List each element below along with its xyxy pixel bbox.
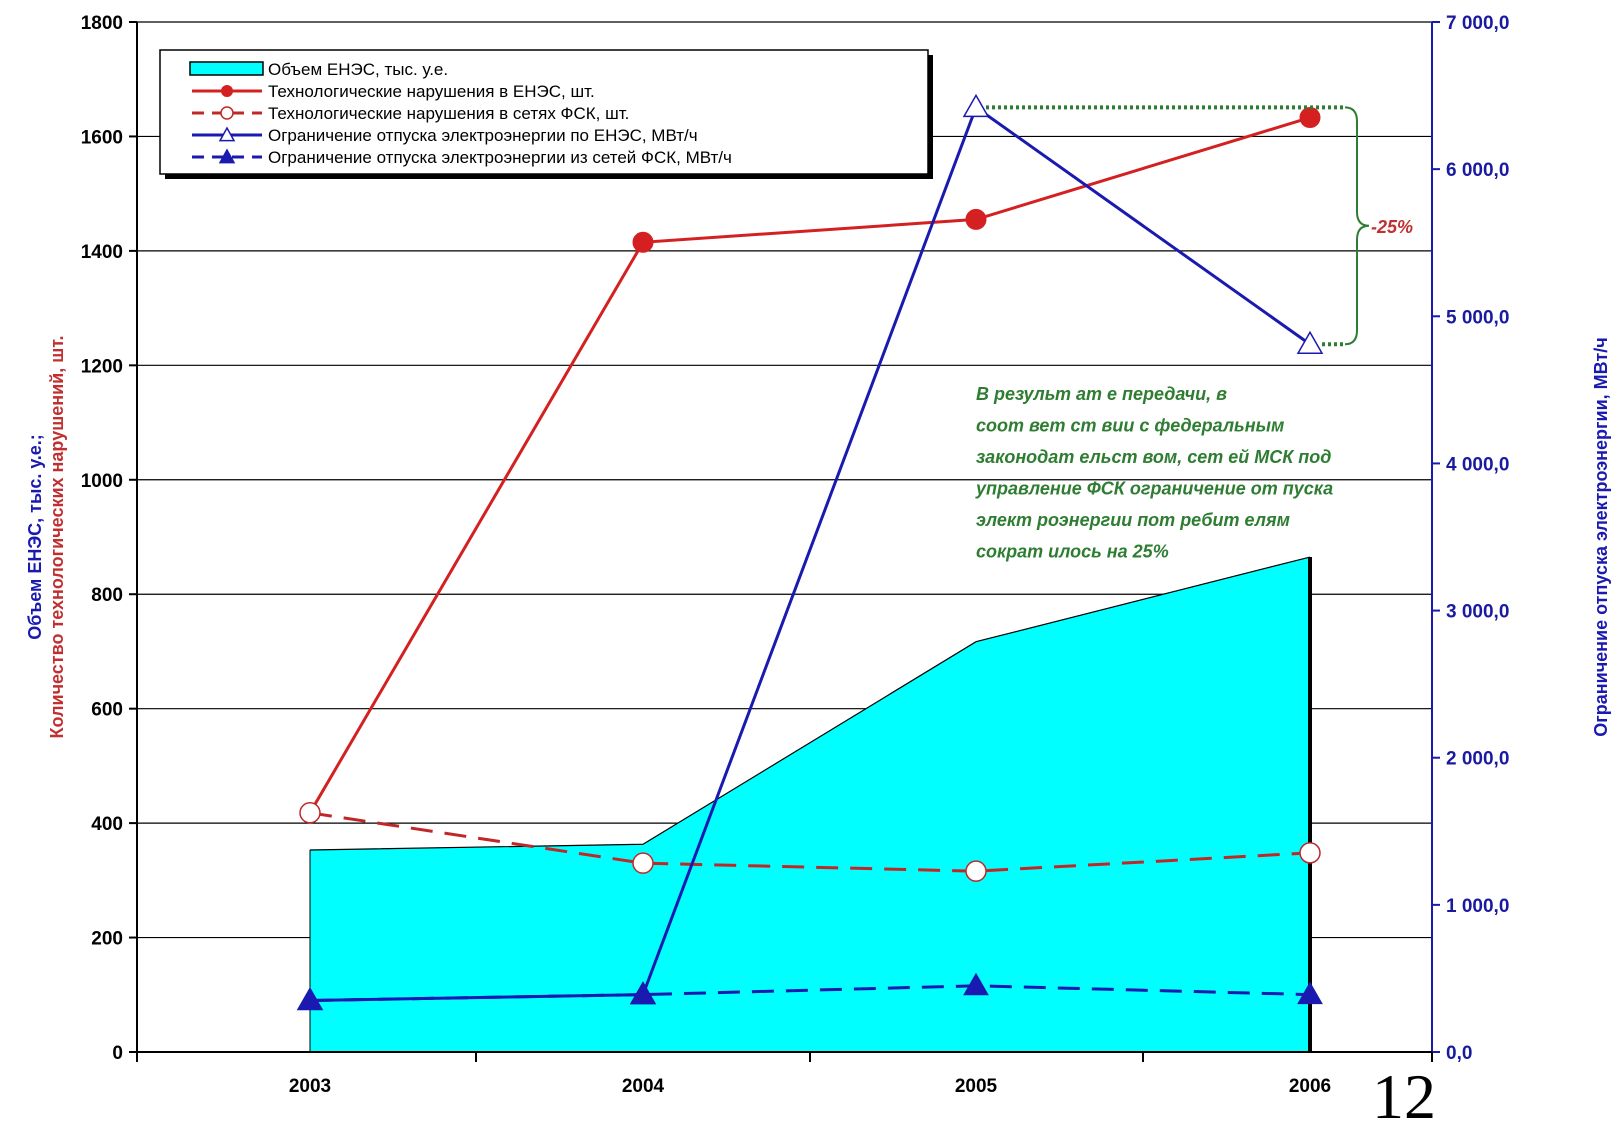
legend-label: Объем ЕНЭС, тыс. у.е. <box>268 60 448 79</box>
right-tick-label: 6 000,0 <box>1446 160 1509 181</box>
right-tick-label: 0,0 <box>1446 1043 1472 1064</box>
note-line: управление ФСК ограничение от пуска <box>975 479 1333 499</box>
data-point <box>632 231 654 253</box>
left-tick-label: 0 <box>112 1043 123 1064</box>
data-point <box>632 852 654 874</box>
legend: Объем ЕНЭС, тыс. у.е. Технологические нар… <box>159 49 933 179</box>
legend-label: Технологические нарушения в сетях ФСК, ш… <box>268 104 629 123</box>
left-tick-label: 800 <box>91 585 123 606</box>
series-line <box>309 811 1311 873</box>
legend-label: Ограничение отпуска электроэнергии из се… <box>268 148 732 167</box>
line-series <box>296 93 1324 1011</box>
legend-marker <box>221 85 233 97</box>
left-tick-label: 200 <box>91 929 123 950</box>
right-axis-title: Ограничение отпуска электроэнергии, МВт/… <box>1591 337 1611 736</box>
x-tick-label: 2004 <box>622 1076 665 1097</box>
right-tick-label: 7 000,0 <box>1446 13 1509 34</box>
legend-marker <box>218 126 236 142</box>
data-point <box>630 981 656 1005</box>
axis-labels: Объем ЕНЭС, тыс. у.е.; Количество техноло… <box>25 336 1611 739</box>
data-point <box>965 208 987 230</box>
x-tick-label: 2003 <box>289 1076 331 1097</box>
note-line: сократ илось на 25% <box>976 542 1169 562</box>
area-fill <box>310 557 1310 1052</box>
legend-swatch <box>189 61 264 76</box>
series-line <box>309 984 1311 1002</box>
left-axis-title-blue: Объем ЕНЭС, тыс. у.е.; <box>25 434 45 640</box>
data-point <box>1299 107 1321 129</box>
left-tick-label: 1200 <box>81 356 123 377</box>
data-point <box>1299 842 1321 864</box>
right-tick-label: 5 000,0 <box>1446 307 1509 328</box>
data-point <box>962 93 990 118</box>
left-tick-label: 1600 <box>81 127 123 148</box>
data-point <box>299 802 321 824</box>
left-tick-label: 400 <box>91 814 123 835</box>
note-line: элект роэнергии пот ребит елям <box>976 510 1290 530</box>
legend-marker <box>220 106 234 120</box>
legend-label: Ограничение отпуска электроэнергии по ЕН… <box>268 126 698 145</box>
right-tick-label: 4 000,0 <box>1446 454 1509 475</box>
area-series <box>309 556 1312 1052</box>
axes: 0 200 400 600 800 1000 1200 1400 1600 1800 0,0 1 00… <box>81 13 1510 1097</box>
area-outline <box>309 556 1311 851</box>
right-tick-label: 2 000,0 <box>1446 749 1509 770</box>
brace <box>1344 106 1370 346</box>
x-tick-label: 2005 <box>955 1076 998 1097</box>
legend-marker <box>218 148 236 164</box>
data-point <box>1297 981 1323 1005</box>
annotations: -25% В результ ат е передачи, в соот вет с… <box>975 105 1413 562</box>
right-tick-label: 1 000,0 <box>1446 896 1509 917</box>
left-axis-title-red: Количество технологических нарушений, шт… <box>47 336 67 739</box>
left-tick-label: 1800 <box>81 13 123 34</box>
data-point <box>297 987 323 1010</box>
left-tick-label: 1000 <box>81 471 123 492</box>
percent-label: -25% <box>1371 217 1413 237</box>
series-line <box>309 104 1311 1002</box>
x-tick-label: 2006 <box>1289 1076 1331 1097</box>
note-line: законодат ельст вом, сет ей МСК под <box>976 447 1331 467</box>
right-tick-label: 3 000,0 <box>1446 602 1509 623</box>
data-point <box>965 860 987 882</box>
gridlines <box>137 21 1432 939</box>
legend-label: Технологические нарушения в ЕНЭС, шт. <box>268 82 595 101</box>
note-line: соот вет ст вии с федеральным <box>976 416 1284 436</box>
page-number: 12 <box>1372 1061 1436 1124</box>
note-line: В результ ат е передачи, в <box>976 384 1227 404</box>
series-line <box>308 116 1311 814</box>
left-tick-label: 600 <box>91 700 123 721</box>
data-point <box>1296 330 1324 354</box>
data-point <box>963 972 989 996</box>
legend-box <box>159 49 929 175</box>
left-tick-label: 1400 <box>81 242 123 263</box>
